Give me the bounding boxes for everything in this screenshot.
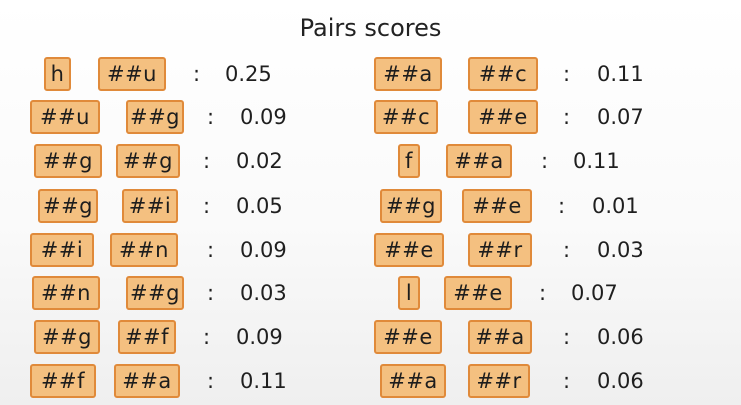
token-first: ##g [380, 189, 442, 223]
token-first: ##g [34, 144, 102, 178]
pair-score: 0.07 [571, 281, 618, 305]
token-second: ##c [468, 57, 538, 91]
pair-score: 0.11 [240, 369, 287, 393]
token-second: ##e [462, 189, 532, 223]
token-first: ##u [30, 100, 100, 134]
token-first: ##a [374, 57, 442, 91]
token-second: ##e [444, 276, 512, 310]
token-first: ##c [374, 100, 438, 134]
pair-score: 0.06 [597, 325, 644, 349]
token-second: ##e [468, 100, 538, 134]
separator-colon: : [207, 105, 215, 129]
page-title: Pairs scores [299, 14, 442, 42]
pair-score: 0.01 [592, 194, 639, 218]
separator-colon: : [207, 238, 215, 262]
token-second: ##a [468, 320, 532, 354]
separator-colon: : [563, 105, 571, 129]
token-second: ##f [118, 320, 176, 354]
pair-score: 0.05 [236, 194, 283, 218]
pair-score: 0.06 [597, 369, 644, 393]
pair-score: 0.11 [597, 62, 644, 86]
pair-score: 0.09 [236, 325, 283, 349]
token-second: ##g [126, 276, 184, 310]
token-second: ##r [468, 233, 532, 267]
token-first: l [398, 276, 420, 310]
token-second: ##r [468, 364, 530, 398]
separator-colon: : [541, 149, 549, 173]
separator-colon: : [563, 369, 571, 393]
pair-score: 0.03 [240, 281, 287, 305]
token-second: ##i [122, 189, 178, 223]
separator-colon: : [193, 62, 201, 86]
token-first: ##g [34, 320, 100, 354]
pair-score: 0.11 [573, 149, 620, 173]
separator-colon: : [207, 369, 215, 393]
separator-colon: : [203, 194, 211, 218]
token-second: ##g [126, 100, 184, 134]
token-first: ##a [380, 364, 446, 398]
separator-colon: : [203, 325, 211, 349]
token-second: ##g [116, 144, 180, 178]
pair-score: 0.02 [236, 149, 283, 173]
separator-colon: : [207, 281, 215, 305]
pair-score: 0.09 [240, 105, 287, 129]
token-second: ##a [114, 364, 180, 398]
separator-colon: : [203, 149, 211, 173]
token-second: ##a [446, 144, 512, 178]
token-first: ##e [374, 320, 442, 354]
token-second: ##u [98, 57, 166, 91]
token-second: ##n [110, 233, 178, 267]
token-first: h [44, 57, 71, 91]
token-first: ##g [38, 189, 98, 223]
separator-colon: : [563, 325, 571, 349]
token-first: ##i [30, 233, 94, 267]
pair-score: 0.07 [597, 105, 644, 129]
pair-score: 0.25 [225, 62, 272, 86]
separator-colon: : [563, 62, 571, 86]
token-first: ##n [32, 276, 100, 310]
pair-score: 0.03 [597, 238, 644, 262]
token-first: ##e [374, 233, 444, 267]
separator-colon: : [558, 194, 566, 218]
pair-score: 0.09 [240, 238, 287, 262]
token-first: f [398, 144, 420, 178]
separator-colon: : [539, 281, 547, 305]
token-first: ##f [30, 364, 96, 398]
separator-colon: : [563, 238, 571, 262]
